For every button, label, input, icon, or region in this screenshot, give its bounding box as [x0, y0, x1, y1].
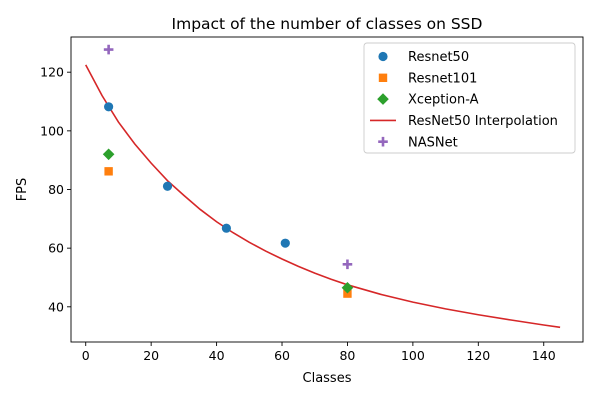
legend-label-resnet101: Resnet101	[408, 71, 477, 86]
y-tick-label: 100	[40, 123, 64, 138]
nasnet-point	[342, 259, 353, 270]
y-tick-label: 60	[48, 241, 64, 256]
marker-layer	[102, 44, 354, 298]
y-axis-label: FPS	[15, 178, 30, 202]
legend-box	[363, 42, 576, 154]
legend-label-resnet50: Resnet50	[408, 50, 469, 65]
x-tick-label: 80	[339, 348, 355, 363]
y-tick-label: 40	[48, 299, 64, 314]
legend-handle-resnet101	[378, 73, 388, 82]
chart-title: Impact of the number of classes on SSD	[172, 15, 483, 33]
legend-handle-resnet50	[378, 51, 388, 62]
x-tick-label: 120	[466, 348, 490, 363]
legend-label-xception-a: Xception-A	[408, 93, 479, 108]
resnet50-interpolation-line	[85, 64, 561, 329]
y-tick-label: 80	[48, 182, 64, 197]
legend-label-nasnet: NASNet	[408, 135, 458, 150]
resnet101-point	[343, 289, 352, 298]
xception-a-point	[102, 148, 115, 161]
resnet50-point	[104, 102, 114, 112]
axes-layer: 0 20 40 60 80 100 120 140 40 60 80 100 120	[40, 36, 584, 363]
legend-label-resnet50-interpolation: ResNet50 Interpolation	[408, 114, 558, 129]
x-tick-label: 60	[274, 348, 290, 363]
x-tick-label: 140	[532, 348, 556, 363]
xception-a-point	[341, 281, 354, 294]
x-tick-label: 20	[143, 348, 159, 363]
x-tick-label: 40	[209, 348, 225, 363]
y-tick-label: 120	[40, 65, 64, 80]
x-tick-label: 100	[401, 348, 425, 363]
legend-handle-xception-a	[377, 93, 389, 105]
resnet50-point	[162, 181, 173, 191]
interpolation-layer	[85, 64, 561, 329]
resnet50-point	[221, 223, 231, 233]
resnet101-point	[104, 167, 113, 176]
nasnet-point	[103, 44, 114, 55]
x-tick-label: 0	[82, 348, 90, 363]
resnet50-point	[280, 238, 290, 248]
legend-handle-nasnet	[378, 136, 388, 147]
x-axis-label: Classes	[303, 371, 352, 386]
legend: Resnet50 Resnet101 Xception-A ResNet50 Inte…	[363, 42, 576, 154]
